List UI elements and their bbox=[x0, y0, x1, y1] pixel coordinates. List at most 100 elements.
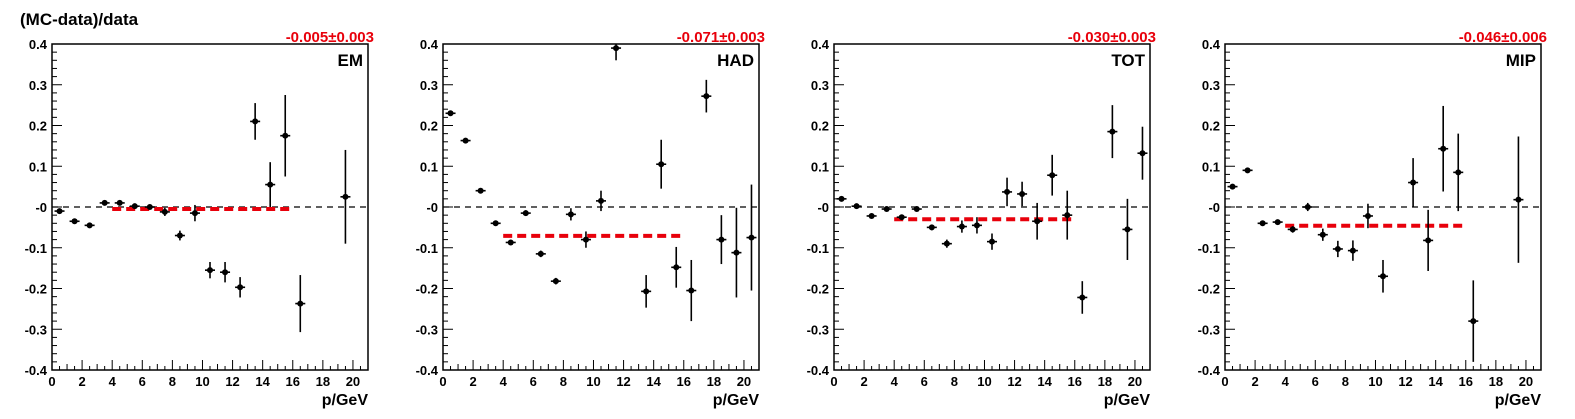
marker bbox=[928, 224, 935, 231]
x-tick-label: 4 bbox=[1282, 374, 1290, 389]
data-point bbox=[1332, 240, 1343, 258]
y-tick-label: -0 bbox=[426, 200, 438, 215]
marker bbox=[913, 206, 920, 213]
y-tick-label: -0.1 bbox=[1198, 241, 1220, 256]
panel-mip: 0 2 4 6 8 10 12 14 16 18 20 -0.4 -0.3 -0.2 -0.1 -0 0.1 0.… bbox=[1198, 29, 1547, 409]
x-tick-label: 16 bbox=[1068, 374, 1082, 389]
x-tick-label: 18 bbox=[1489, 374, 1503, 389]
x-tick-label: 18 bbox=[707, 374, 721, 389]
y-tick-label: 0.2 bbox=[1202, 119, 1220, 134]
data-point bbox=[1032, 202, 1043, 240]
marker bbox=[297, 300, 304, 307]
marker bbox=[146, 204, 153, 210]
marker bbox=[1139, 150, 1146, 157]
marker bbox=[1049, 172, 1056, 179]
marker bbox=[462, 137, 469, 144]
marker bbox=[477, 187, 484, 194]
marker bbox=[1455, 169, 1462, 176]
x-tick-label: 12 bbox=[225, 374, 239, 389]
data-point bbox=[1317, 228, 1328, 241]
marker bbox=[101, 199, 108, 206]
data-point bbox=[881, 206, 892, 213]
x-tick-label: 6 bbox=[139, 374, 146, 389]
data-point bbox=[941, 239, 952, 248]
x-tick-label: 20 bbox=[1128, 374, 1142, 389]
data-point bbox=[1272, 219, 1283, 226]
marker bbox=[1425, 237, 1432, 244]
data-point bbox=[99, 199, 110, 206]
marker bbox=[1515, 196, 1522, 203]
data-point bbox=[851, 203, 862, 210]
data-point bbox=[611, 44, 622, 61]
data-point bbox=[1347, 240, 1358, 261]
marker bbox=[1349, 247, 1356, 254]
data-point bbox=[686, 259, 697, 322]
y-tick-label: -0.2 bbox=[807, 282, 829, 297]
data-point bbox=[144, 204, 155, 210]
y-tick-label: -0.4 bbox=[416, 363, 439, 378]
marker bbox=[1004, 188, 1011, 195]
y-tick-label: 0.1 bbox=[1202, 159, 1220, 174]
x-tick-label: 8 bbox=[951, 374, 958, 389]
panel-had: 0 2 4 6 8 10 12 14 16 18 20 -0.4 -0.3 -0.2 -0.1 -0 0.1 0.… bbox=[416, 29, 765, 409]
marker bbox=[643, 288, 650, 295]
data-point bbox=[265, 162, 276, 207]
x-tick-label: 2 bbox=[860, 374, 867, 389]
marker bbox=[1380, 273, 1386, 280]
marker bbox=[748, 234, 755, 241]
data-point bbox=[866, 212, 877, 219]
data-point bbox=[1378, 259, 1388, 293]
data-point bbox=[1468, 280, 1479, 362]
data-point bbox=[129, 203, 140, 210]
x-tick-label: 4 bbox=[891, 374, 899, 389]
data-point bbox=[1242, 167, 1253, 174]
marker bbox=[853, 203, 860, 210]
marker bbox=[1304, 204, 1311, 210]
marker bbox=[1109, 128, 1116, 135]
data-point bbox=[520, 210, 531, 217]
data-point bbox=[565, 208, 576, 221]
marker bbox=[116, 199, 123, 206]
data-point bbox=[1408, 158, 1419, 207]
marker bbox=[958, 223, 965, 230]
marker bbox=[582, 236, 589, 243]
x-tick-label: 10 bbox=[1368, 374, 1382, 389]
data-point bbox=[926, 224, 937, 231]
data-point bbox=[1122, 198, 1133, 260]
panel-tot: 0 2 4 6 8 10 12 14 16 18 20 -0.4 -0.3 -0.2 -0.1 -0 0.1 0.… bbox=[807, 29, 1156, 409]
y-tick-label: -0 bbox=[817, 200, 829, 215]
x-tick-label: 4 bbox=[109, 374, 117, 389]
x-tick-label: 4 bbox=[500, 374, 508, 389]
marker bbox=[552, 278, 559, 285]
y-tick-label: 0.1 bbox=[420, 159, 438, 174]
data-point bbox=[1257, 220, 1268, 227]
data-point bbox=[295, 275, 306, 333]
panel-em: 0 2 4 6 8 10 12 14 16 18 20 -0.4 -0.3 -0.2 -0.1 -0 0.1 0.… bbox=[25, 29, 374, 409]
marker bbox=[161, 208, 168, 215]
y-tick-label: -0.4 bbox=[1198, 363, 1221, 378]
marker bbox=[733, 249, 740, 256]
data-point bbox=[641, 275, 652, 308]
data-point bbox=[54, 208, 65, 215]
data-point bbox=[731, 207, 742, 298]
x-tick-label: 20 bbox=[346, 374, 360, 389]
x-tick-label: 16 bbox=[1459, 374, 1473, 389]
marker bbox=[507, 239, 514, 246]
x-tick-label: 18 bbox=[316, 374, 330, 389]
y-tick-label: -0.3 bbox=[25, 322, 47, 337]
fit-value-label: -0.046±0.006 bbox=[1459, 29, 1547, 46]
x-axis-title: p/GeV bbox=[1495, 392, 1542, 409]
data-point bbox=[1017, 181, 1028, 207]
marker bbox=[237, 284, 244, 291]
marker bbox=[688, 287, 695, 294]
marker bbox=[522, 210, 529, 217]
data-point bbox=[1438, 105, 1449, 192]
marker bbox=[1124, 226, 1131, 233]
data-point bbox=[836, 195, 847, 202]
y-tick-label: -0.3 bbox=[1198, 322, 1220, 337]
x-tick-label: 8 bbox=[560, 374, 567, 389]
marker bbox=[1364, 212, 1371, 219]
y-tick-label: -0.1 bbox=[416, 241, 438, 256]
marker bbox=[1274, 219, 1281, 226]
data-point bbox=[220, 262, 231, 283]
